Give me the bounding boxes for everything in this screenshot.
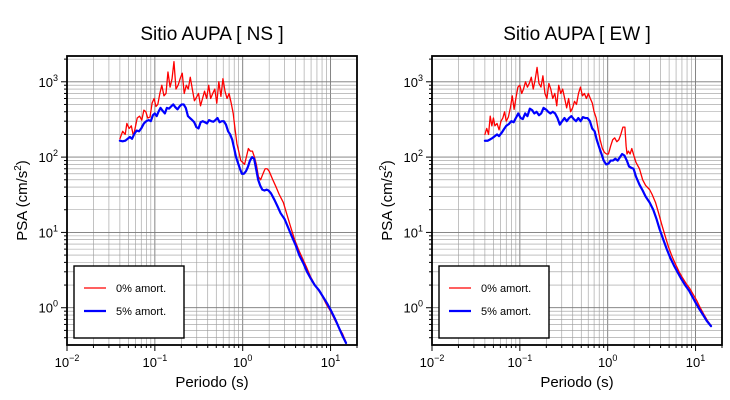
y-axis-label: PSA (cm/s2) [13, 160, 31, 241]
x-tick-label: 10−2 [420, 353, 445, 370]
plot-frame [431, 55, 723, 346]
x-tick-label: 101 [686, 353, 705, 370]
x-tick-label: 10−1 [142, 353, 167, 370]
y-tick-label: 102 [404, 148, 423, 165]
y-tick-label: 103 [39, 73, 58, 90]
series-lines [118, 61, 348, 345]
x-tick-label: 10−2 [55, 353, 80, 370]
legend-box [73, 265, 185, 339]
legend-box [438, 265, 550, 339]
series-line-damping-0 [119, 61, 347, 343]
chart-title-ew: Sitio AUPA [ EW ] [503, 24, 650, 45]
legend: 0% amort. 5% amort. [73, 265, 185, 339]
chart-title-ns: Sitio AUPA [ NS ] [140, 24, 283, 45]
y-tick-label: 101 [404, 223, 423, 240]
axis-ticks [61, 58, 358, 351]
legend-label: 5% amort. [481, 306, 531, 318]
plot-frame [66, 55, 358, 346]
series-line-damping-5 [118, 103, 348, 345]
x-axis-label: Periodo (s) [540, 374, 613, 391]
series-line-damping-0 [484, 66, 712, 327]
y-tick-label: 101 [39, 223, 58, 240]
series-lines [483, 66, 713, 328]
y-tick-label: 100 [404, 299, 423, 316]
legend-label: 0% amort. [116, 283, 166, 295]
y-tick-label: 103 [404, 73, 423, 90]
y-tick-label: 102 [39, 148, 58, 165]
x-tick-label: 10−1 [507, 353, 532, 370]
x-axis-label: Periodo (s) [175, 374, 248, 391]
x-tick-label: 100 [233, 353, 252, 370]
legend-label: 0% amort. [481, 283, 531, 295]
chart-ew: 10−2 10−1 100 101 100 101 102 103 Sitio AUPA [ E… [378, 24, 723, 391]
axis-ticks [426, 58, 723, 351]
y-axis-label: PSA (cm/s2) [378, 160, 396, 241]
x-tick-label: 100 [598, 353, 617, 370]
y-tick-label: 100 [39, 299, 58, 316]
chart-ns: 10−2 10−1 100 101 100 101 102 103 Sitio AUPA [ N… [13, 24, 358, 391]
legend: 0% amort. 5% amort. [438, 265, 550, 339]
series-line-damping-5 [483, 106, 713, 328]
x-tick-label: 101 [321, 353, 340, 370]
legend-label: 5% amort. [116, 306, 166, 318]
